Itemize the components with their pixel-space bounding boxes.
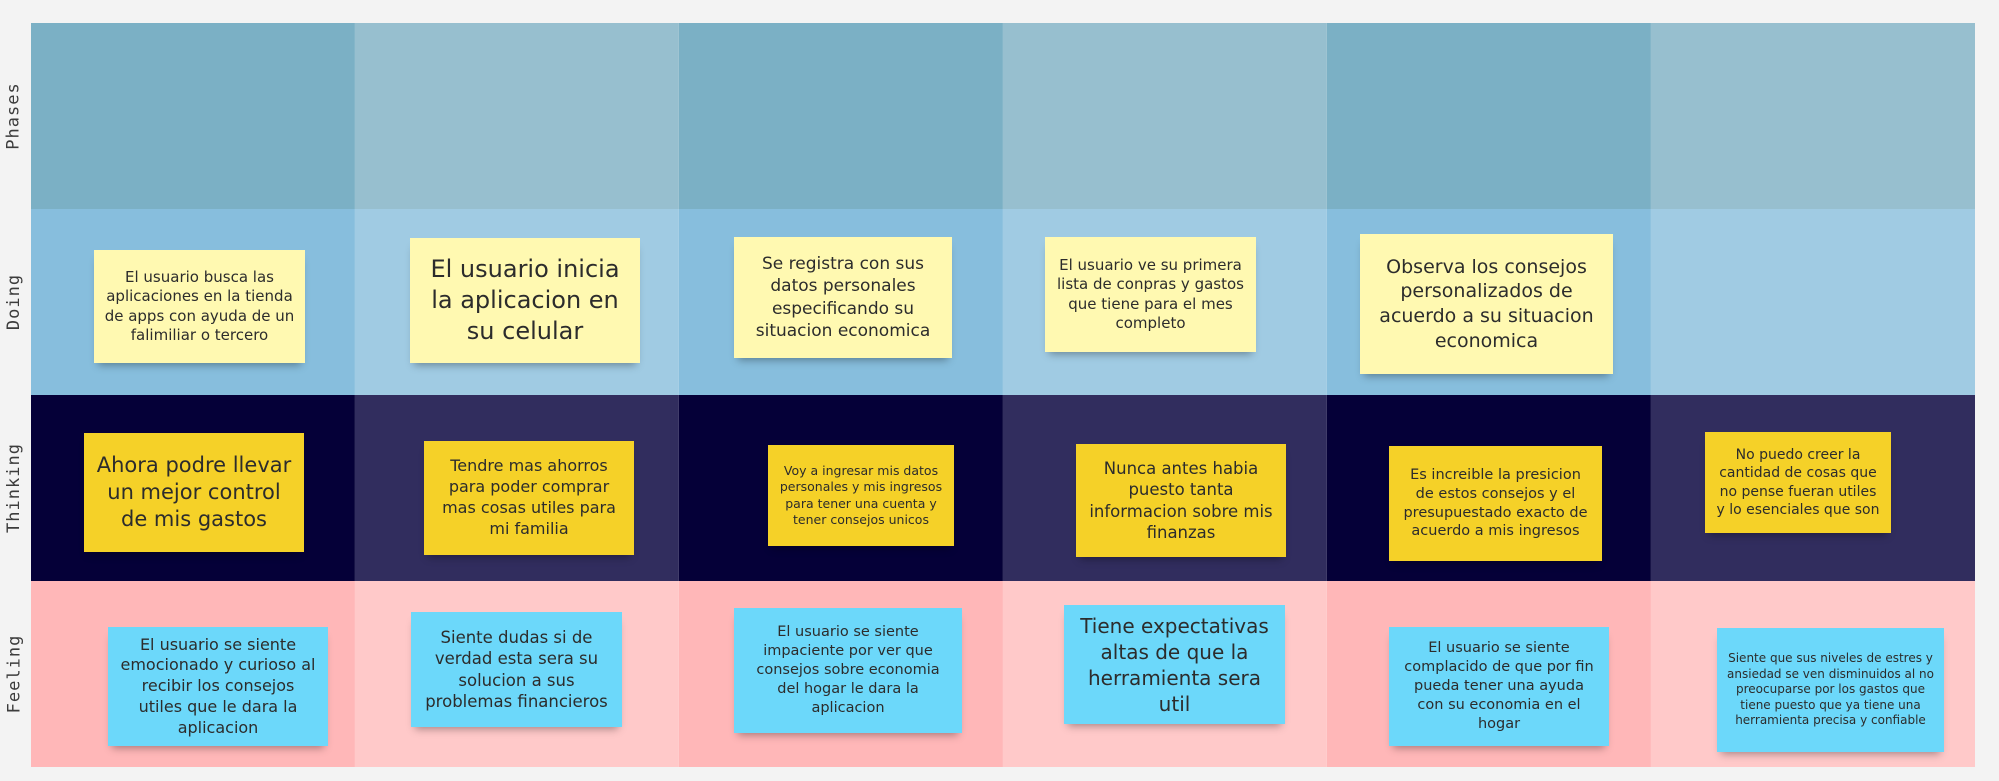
- sticky-note-doing-2[interactable]: El usuario inicia la aplicacion en su ce…: [410, 238, 640, 363]
- row-label-phases: Phases: [0, 23, 28, 209]
- sticky-note-doing-4[interactable]: El usuario ve su primera lista de conpra…: [1045, 237, 1256, 352]
- sticky-note-feeling-2[interactable]: Siente dudas si de verdad esta sera su s…: [411, 612, 622, 727]
- sticky-note-thinking-2[interactable]: Tendre mas ahorros para poder comprar ma…: [424, 441, 634, 555]
- phase-cell-4[interactable]: [1003, 23, 1327, 209]
- sticky-note-doing-5[interactable]: Observa los consejos personalizados de a…: [1360, 234, 1613, 374]
- row-label-thinking: Thinking: [0, 395, 28, 581]
- sticky-note-feeling-1[interactable]: El usuario se siente emocionado y curios…: [108, 627, 328, 746]
- row-label-thinking-text: Thinking: [4, 443, 25, 533]
- row-label-phases-text: Phases: [4, 82, 25, 150]
- phase-cell-2[interactable]: [355, 23, 679, 209]
- sticky-note-thinking-3[interactable]: Voy a ingresar mis datos personales y mi…: [768, 445, 954, 546]
- phase-cell-5[interactable]: [1327, 23, 1651, 209]
- phase-cell-6[interactable]: [1651, 23, 1975, 209]
- sticky-note-thinking-5[interactable]: Es increible la presicion de estos conse…: [1389, 446, 1602, 561]
- journey-map-board: [31, 23, 1975, 767]
- sticky-note-thinking-4[interactable]: Nunca antes habia puesto tanta informaci…: [1076, 444, 1286, 557]
- row-label-feeling: Feeling: [0, 581, 28, 767]
- row-label-doing-text: Doing: [4, 273, 24, 331]
- doing-cell-6[interactable]: [1651, 209, 1975, 395]
- sticky-note-feeling-3[interactable]: El usuario se siente impaciente por ver …: [734, 608, 962, 733]
- phase-cell-3[interactable]: [679, 23, 1003, 209]
- sticky-note-feeling-6[interactable]: Siente que sus niveles de estres y ansie…: [1717, 628, 1944, 752]
- row-label-doing: Doing: [0, 209, 28, 395]
- sticky-note-feeling-4[interactable]: Tiene expectativas altas de que la herra…: [1064, 605, 1285, 724]
- sticky-note-thinking-1[interactable]: Ahora podre llevar un mejor control de m…: [84, 433, 304, 552]
- sticky-note-thinking-6[interactable]: No puedo creer la cantidad de cosas que …: [1705, 432, 1891, 533]
- sticky-note-feeling-5[interactable]: El usuario se siente complacido de que p…: [1389, 627, 1609, 746]
- sticky-note-doing-1[interactable]: El usuario busca las aplicaciones en la …: [94, 250, 305, 363]
- sticky-note-doing-3[interactable]: Se registra con sus datos personales esp…: [734, 237, 952, 358]
- phase-cell-1[interactable]: [31, 23, 355, 209]
- row-label-feeling-text: Feeling: [4, 634, 24, 714]
